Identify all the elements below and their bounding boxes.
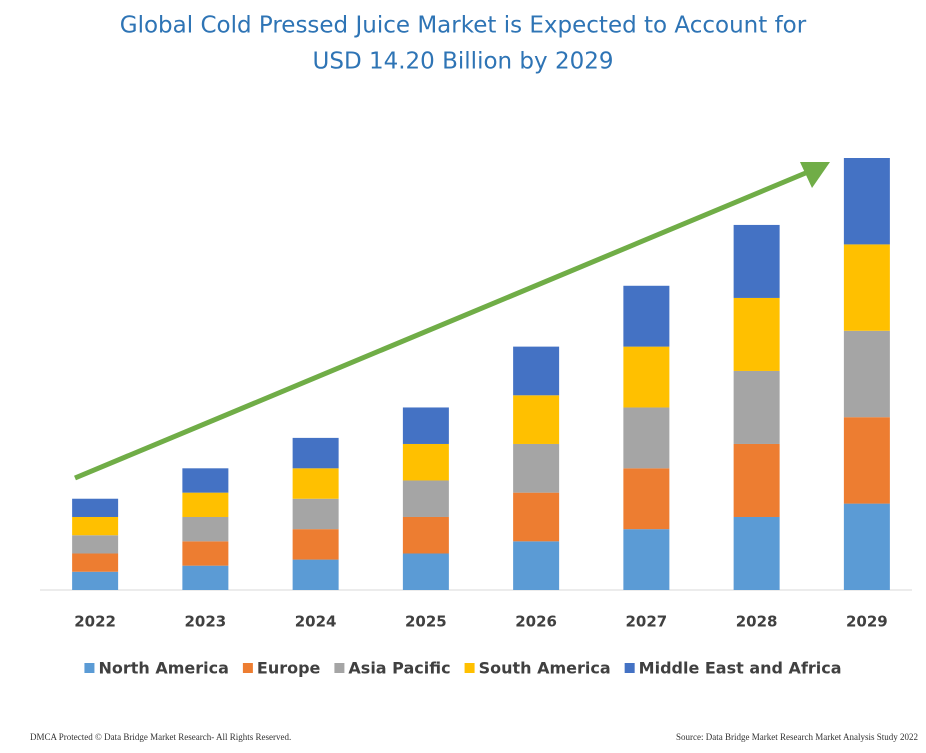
footnote: Source: Data Bridge Market Research Mark… [676,732,918,742]
footnote: DMCA Protected © Data Bridge Market Rese… [30,732,291,742]
bar-segment [843,158,890,245]
bar-segment [72,553,119,572]
legend-swatch [242,663,253,673]
chart-title: USD 14.20 Billion by 2029 [313,49,614,75]
bar-segment [292,437,339,469]
bar-segment [402,480,449,517]
bar-segment [402,516,449,554]
bar-segment [623,346,670,408]
legend-swatch [464,663,475,673]
chart-title: Global Cold Pressed Juice Market is Expe… [120,13,807,39]
bar-segment [72,516,119,536]
bar-segment [843,244,890,331]
trend-arrow [74,162,830,481]
bar-segment [292,498,339,530]
bar-segment [402,407,449,444]
x-tick-label: 2029 [846,613,888,631]
bar-segment [733,297,780,371]
bar-segment [733,224,780,298]
bar-segment [182,516,229,542]
bar-segment [182,468,229,493]
bar-segment [402,553,449,590]
bar-segment [843,330,890,418]
x-tick-label: 2024 [295,613,337,631]
x-tick-label: 2027 [626,613,668,631]
bar-segment [733,370,780,444]
legend-label: North America [98,659,228,678]
bar-segment [843,503,890,590]
bar-segment [72,571,119,590]
bar-segment [182,565,229,590]
x-tick-label: 2025 [405,613,447,631]
bar-segment [292,468,339,499]
bar-segment [623,285,670,347]
legend-label: Europe [257,659,321,678]
bar-segment [72,498,119,517]
bar-segment [513,395,560,444]
legend-swatch [334,663,345,673]
bar-segment [513,541,560,590]
x-tick-label: 2022 [74,613,116,631]
bar-segment [292,559,339,590]
legend-label: Middle East and Africa [639,659,842,678]
bar-segment [623,529,670,590]
legend-swatch [84,663,95,673]
bar-segment [513,492,560,542]
bar-segment [513,443,560,493]
bar-segment [402,443,449,481]
x-tick-label: 2028 [736,613,778,631]
bar-segment [513,346,560,396]
bar-segment [623,407,670,469]
bar-segment [182,541,229,566]
legend-label: Asia Pacific [348,659,450,678]
x-tick-label: 2023 [185,613,227,631]
bar-segment [182,492,229,517]
bar-segment [733,443,780,517]
legend-label: South America [479,659,611,678]
bar-segment [843,417,890,504]
bar-segment [72,535,119,554]
legend-swatch [624,663,635,673]
bar-segment [292,529,339,560]
bar-segment [623,468,670,530]
bar-segment [733,516,780,590]
x-tick-label: 2026 [515,613,557,631]
